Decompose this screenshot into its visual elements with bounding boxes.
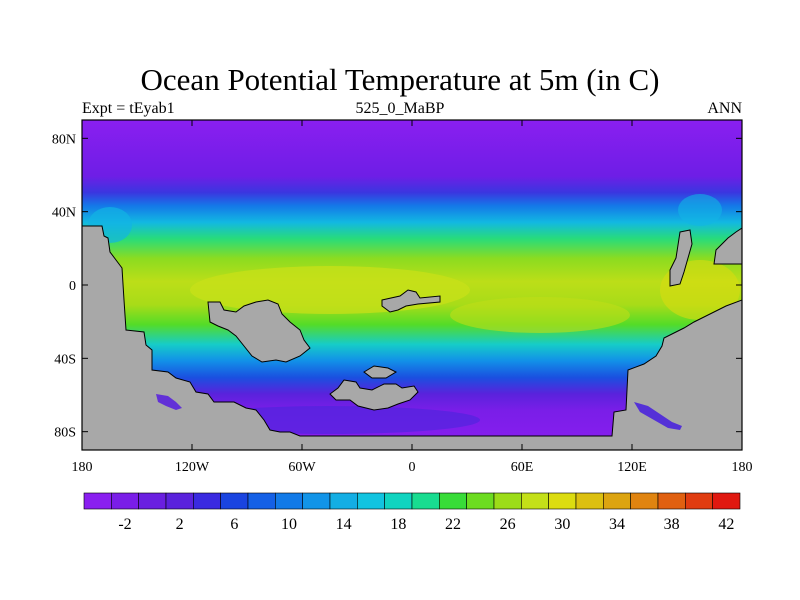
colorbar-swatch	[193, 492, 221, 510]
map-field	[82, 120, 742, 450]
land-east-strip	[669, 229, 693, 287]
land-south-island	[329, 379, 419, 411]
colorbar-tick-label: 18	[390, 516, 406, 533]
lat-tick-label: 40S	[54, 352, 76, 367]
colorbar-tick-label: 38	[664, 516, 680, 533]
period-label: 525_0_MaBP	[355, 100, 445, 117]
colorbar-tick-label: 2	[176, 516, 184, 533]
colorbar-swatch	[111, 492, 139, 510]
colorbar-swatch	[247, 492, 276, 510]
colorbar-swatch	[275, 492, 303, 510]
colorbar-swatch	[630, 492, 659, 510]
colorbar-swatch	[466, 492, 495, 510]
colorbar-swatch	[165, 492, 194, 510]
longitude-axis: 180 120W 60W 0 60E 120E 180	[72, 120, 753, 475]
colorbar-tick-label: -2	[118, 516, 131, 533]
colorbar-tick-label: 14	[336, 516, 352, 533]
colorbar-tick-label: 6	[230, 516, 238, 533]
warm-pool-east	[450, 297, 630, 333]
lon-tick-label: 120W	[175, 460, 210, 475]
experiment-label: Expt = tEyab1	[82, 100, 175, 117]
colorbar-tick-label: 30	[554, 516, 570, 533]
colorbar-tick-label: 22	[445, 516, 461, 533]
colorbar-labels: -2 2 6 10 14 18 22 26 30 34 38 42	[118, 516, 734, 533]
colorbar-swatch	[138, 492, 167, 510]
lat-tick-label: 80S	[54, 426, 76, 441]
colorbar-swatch	[493, 492, 522, 510]
lat-tick-label: 80N	[52, 132, 76, 147]
colorbar-swatch	[302, 492, 331, 510]
colorbar-swatch	[521, 492, 549, 510]
colorbar-swatch	[548, 492, 577, 510]
colorbar-swatch	[384, 492, 413, 510]
lon-tick-label: 180	[72, 460, 93, 475]
colorbar-tick-label: 34	[609, 516, 625, 533]
colorbar-swatch	[657, 492, 686, 510]
season-label: ANN	[707, 100, 742, 117]
latitude-axis: 80N 40N 0 40S 80S	[52, 132, 742, 441]
land-east-upper	[713, 227, 742, 265]
colorbar-tick-label: 10	[281, 516, 297, 533]
map-title: Ocean Potential Temperature at 5m (in C)	[140, 62, 660, 97]
lat-tick-label: 40N	[52, 206, 76, 221]
cold-water-southeast	[634, 402, 682, 430]
lon-tick-label: 60W	[288, 460, 316, 475]
colorbar-swatch	[83, 492, 112, 510]
cool-patch-northeast	[678, 194, 722, 226]
colorbar-swatch	[439, 492, 467, 510]
colorbar	[83, 492, 741, 510]
lon-tick-label: 0	[409, 460, 416, 475]
lon-tick-label: 120E	[617, 460, 647, 475]
colorbar-swatch	[575, 492, 604, 510]
colorbar-swatch	[329, 492, 358, 510]
land-south-islet	[363, 365, 398, 379]
colorbar-swatch	[357, 492, 385, 510]
land-central-block	[207, 299, 311, 363]
colorbar-swatch	[685, 492, 713, 510]
land-island-center	[381, 289, 441, 313]
lon-tick-label: 60E	[511, 460, 534, 475]
colorbar-swatch	[411, 492, 440, 510]
colorbar-swatch	[603, 492, 631, 510]
colorbar-swatch	[220, 492, 249, 510]
colorbar-tick-label: 26	[500, 516, 516, 533]
colorbar-swatch	[712, 492, 741, 510]
lon-tick-label: 180	[732, 460, 753, 475]
lat-tick-label: 0	[69, 279, 76, 294]
colorbar-tick-label: 42	[718, 516, 734, 533]
cold-water-southwest	[156, 394, 182, 410]
warm-pool-west	[190, 266, 470, 314]
